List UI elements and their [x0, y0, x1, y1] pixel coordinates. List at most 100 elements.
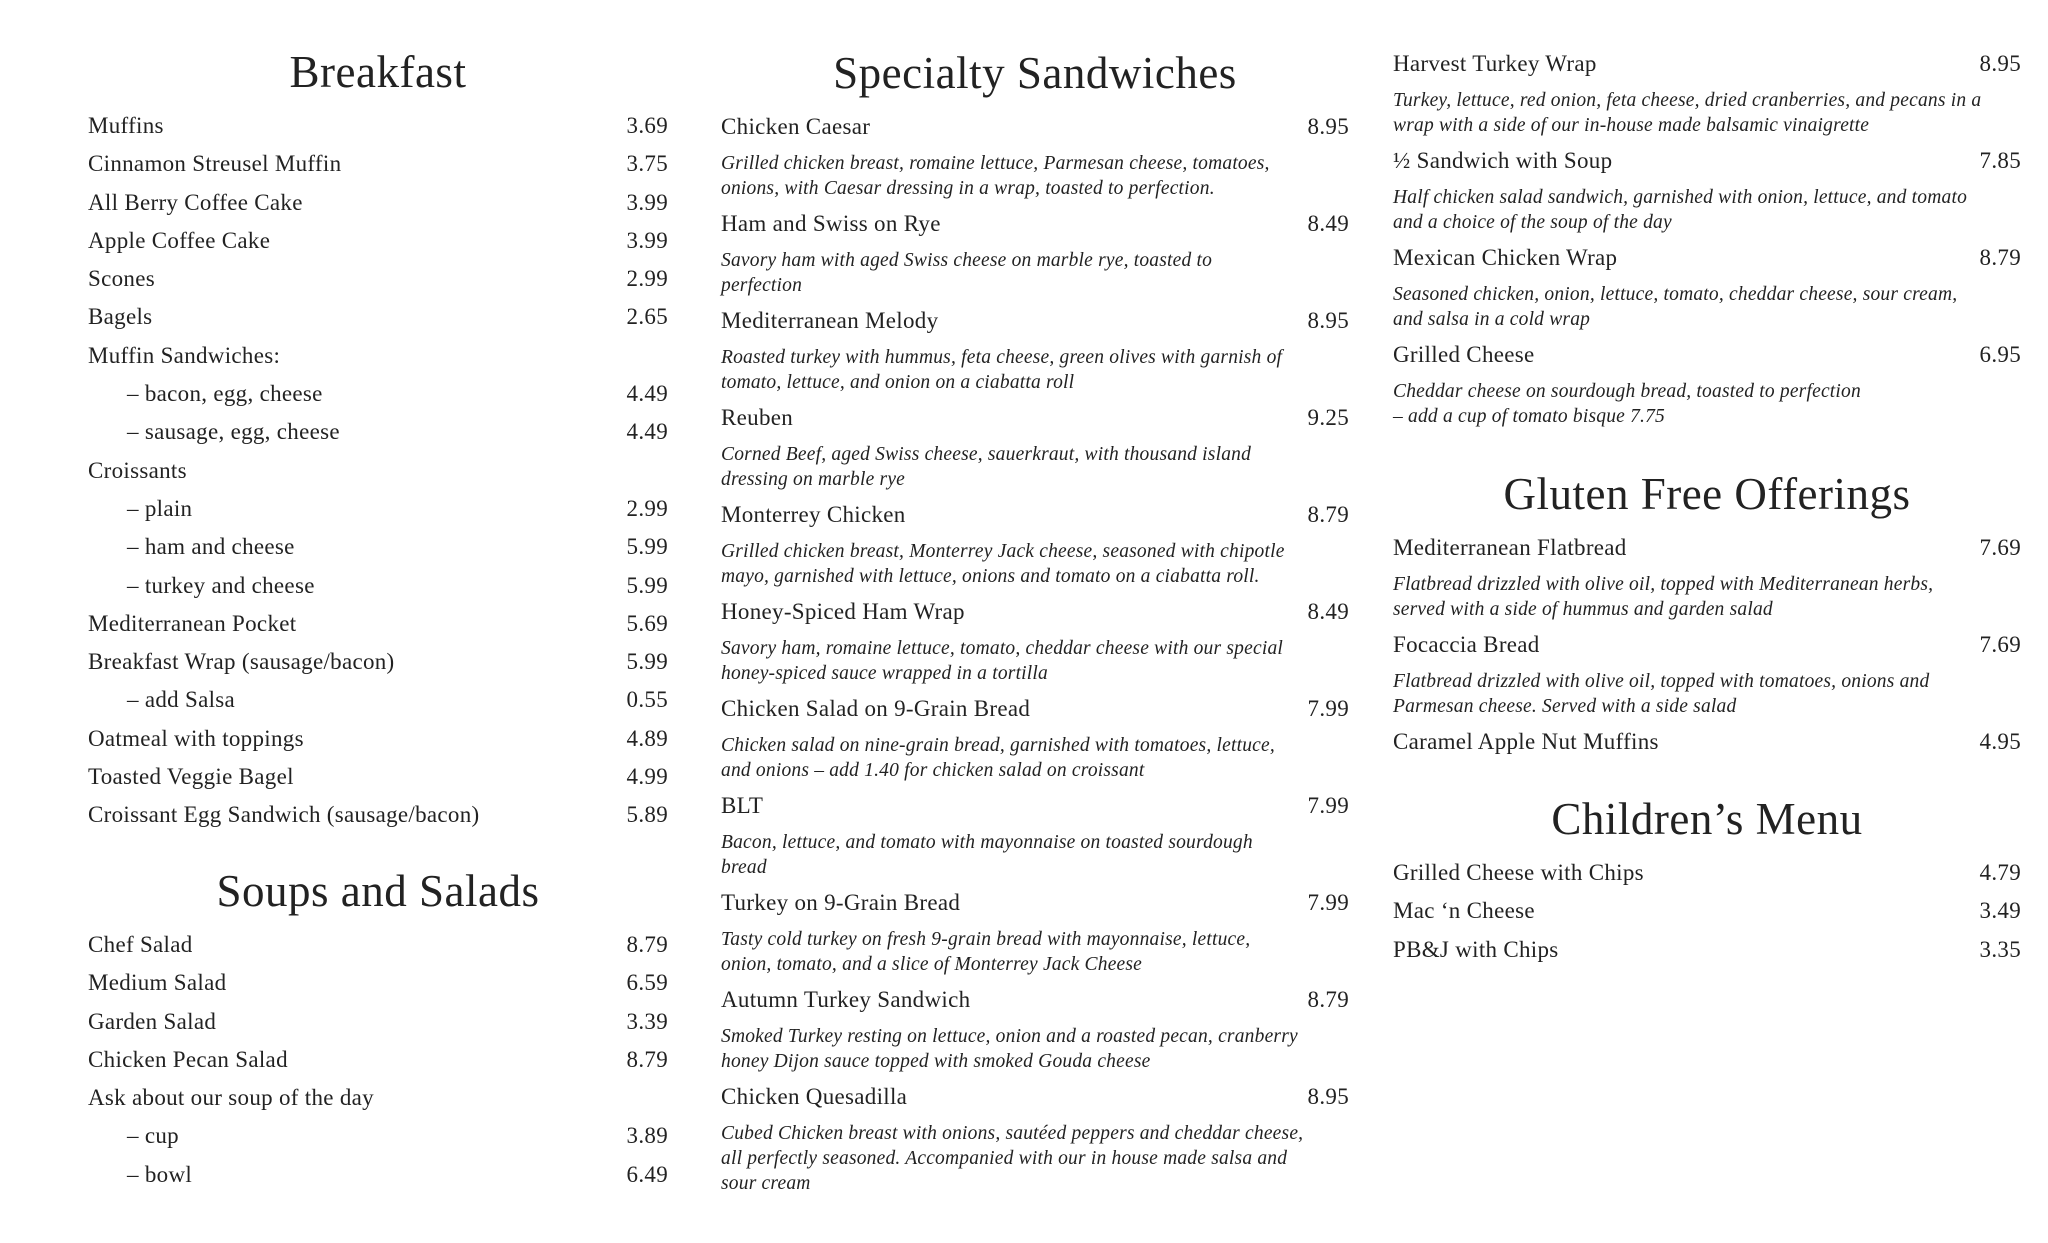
menu-item-row: Croissants [88, 452, 668, 490]
item-price: 5.99 [626, 534, 668, 560]
item-name: Grilled Cheese with Chips [1393, 860, 1644, 885]
menu-item: Toasted Veggie Bagel 4.99 [88, 758, 668, 796]
menu-item: Muffin Sandwiches: [88, 337, 668, 375]
menu-item-row: Ham and Swiss on Rye 8.49 [721, 205, 1349, 243]
item-description: Savory ham with aged Swiss cheese on mar… [721, 248, 1349, 298]
item-price: 8.79 [1979, 245, 2021, 270]
description-line: mayo, garnished with lettuce, onions and… [721, 566, 1260, 587]
item-price: 8.79 [1307, 502, 1349, 527]
menu-item: Cinnamon Streusel Muffin 3.75 [88, 145, 668, 183]
menu-item-row: Bagels 2.65 [88, 298, 668, 336]
menu-item-row: Focaccia Bread 7.69 [1393, 626, 2021, 664]
menu-item: – bowl 6.49 [88, 1156, 668, 1194]
menu-item-row: Mac ‘n Cheese 3.49 [1393, 892, 2021, 930]
menu-item: Harvest Turkey Wrap 8.95 Turkey, lettuce, … [1393, 45, 2021, 138]
menu-item: ½ Sandwich with Soup 7.85 Half chicken sal… [1393, 142, 2021, 235]
item-price: 8.95 [1307, 308, 1349, 333]
menu-item-row: Mediterranean Melody 8.95 [721, 302, 1349, 340]
description-line: Half chicken salad sandwich, garnished w… [1393, 187, 1968, 208]
menu-item: All Berry Coffee Cake 3.99 [88, 184, 668, 222]
item-price: 7.99 [1307, 793, 1349, 818]
specialty-sandwiches-continued: Harvest Turkey Wrap 8.95 Turkey, lettuce, … [1393, 45, 2021, 433]
menu-item-row: – bacon, egg, cheese 4.49 [88, 375, 668, 413]
menu-item: Mediterranean Flatbread 7.69 Flatbread dri… [1393, 529, 2021, 622]
item-price: 5.89 [626, 802, 668, 828]
menu-item: – ham and cheese 5.99 [88, 528, 668, 566]
menu-item-row: – sausage, egg, cheese 4.49 [88, 413, 668, 451]
item-price: 3.35 [1979, 936, 2021, 962]
item-price: 0.55 [626, 687, 668, 713]
menu-item-row: Muffins 3.69 [88, 107, 668, 145]
menu-item-row: Grilled Cheese with Chips 4.79 [1393, 854, 2021, 892]
menu-item: Mediterranean Pocket 5.69 [88, 605, 668, 643]
item-description: Flatbread drizzled with olive oil, toppe… [1393, 669, 2021, 719]
menu-item-row: Monterrey Chicken 8.79 [721, 496, 1349, 534]
item-name: – plain [127, 495, 193, 521]
description-line: bread [721, 857, 767, 878]
item-price: 2.65 [626, 304, 668, 330]
menu-item: Mediterranean Melody 8.95 Roasted turkey w… [721, 302, 1349, 395]
item-name: Chef Salad [88, 932, 193, 957]
item-price: 7.85 [1979, 148, 2021, 173]
item-name: Croissants [88, 457, 187, 483]
item-name: Croissant Egg Sandwich (sausage/bacon) [88, 802, 480, 828]
item-name: – ham and cheese [127, 534, 295, 560]
menu-item: Ask about our soup of the day [88, 1079, 668, 1117]
gluten-free-section: Gluten Free Offerings Mediterranean Flatb… [1393, 464, 2021, 761]
menu-item: Chicken Salad on 9-Grain Bread 7.99 Chicke… [721, 690, 1349, 783]
item-name: – cup [127, 1123, 179, 1149]
menu-item-row: Muffin Sandwiches: [88, 337, 668, 375]
menu-item: Monterrey Chicken 8.79 Grilled chicken bre… [721, 496, 1349, 589]
menu-item: Chicken Caesar 8.95 Grilled chicken breast… [721, 108, 1349, 201]
menu-item-row: ½ Sandwich with Soup 7.85 [1393, 142, 2021, 180]
menu-item: Croissant Egg Sandwich (sausage/bacon) 5.… [88, 796, 668, 834]
item-description: Seasoned chicken, onion, lettuce, tomato… [1393, 282, 2021, 332]
menu-item-row: Harvest Turkey Wrap 8.95 [1393, 45, 2021, 83]
menu-item: Focaccia Bread 7.69 Flatbread drizzled wit… [1393, 626, 2021, 719]
description-line: Parmesan cheese. Served with a side sala… [1393, 696, 1737, 717]
item-name: Autumn Turkey Sandwich [721, 987, 971, 1012]
menu-item-row: – cup 3.89 [88, 1117, 668, 1155]
menu-item: Garden Salad 3.39 [88, 1003, 668, 1041]
item-description: Cheddar cheese on sourdough bread, toast… [1393, 379, 2021, 429]
item-name: Muffin Sandwiches: [88, 342, 281, 368]
item-name: Breakfast Wrap (sausage/bacon) [88, 649, 395, 675]
item-name: Harvest Turkey Wrap [1393, 51, 1597, 76]
description-line: Grilled chicken breast, Monterrey Jack c… [721, 541, 1285, 562]
menu-item: Apple Coffee Cake 3.99 [88, 222, 668, 260]
item-name: Mexican Chicken Wrap [1393, 245, 1618, 270]
menu-item-row: Toasted Veggie Bagel 4.99 [88, 758, 668, 796]
description-line: Flatbread drizzled with olive oil, toppe… [1393, 574, 1934, 595]
description-line: and a choice of the soup of the day [1393, 212, 1672, 233]
description-line: Cheddar cheese on sourdough bread, toast… [1393, 381, 1861, 402]
menu-item-row: Apple Coffee Cake 3.99 [88, 222, 668, 260]
section-title: Gluten Free Offerings [1503, 469, 1911, 519]
item-price: 2.99 [626, 495, 668, 521]
menu-item: Muffins 3.69 [88, 107, 668, 145]
item-description: Tasty cold turkey on fresh 9-grain bread… [721, 927, 1349, 977]
menu-item: Grilled Cheese 6.95 Cheddar cheese on sour… [1393, 336, 2021, 429]
description-line: sour cream [721, 1173, 811, 1194]
item-price: 7.69 [1979, 535, 2021, 560]
item-name: Oatmeal with toppings [88, 725, 304, 751]
item-name: Mediterranean Flatbread [1393, 535, 1627, 560]
item-name: Mediterranean Pocket [88, 610, 297, 636]
description-line: Cubed Chicken breast with onions, sautée… [721, 1123, 1304, 1144]
breakfast-section: Breakfast Muffins 3.69 Cinnamon Streusel Mu… [88, 42, 668, 835]
description-line: Seasoned chicken, onion, lettuce, tomato… [1393, 284, 1958, 305]
menu-item: – sausage, egg, cheese 4.49 [88, 413, 668, 451]
description-line: tomato, lettuce, and onion on a ciabatta… [721, 372, 1075, 393]
soups-salads-section: Soups and Salads Chef Salad 8.79 Medium Sal… [88, 861, 668, 1194]
item-name: – turkey and cheese [127, 572, 315, 598]
description-line: Tasty cold turkey on fresh 9-grain bread… [721, 929, 1251, 950]
item-description: Bacon, lettuce, and tomato with mayonnai… [721, 830, 1349, 880]
menu-item: Bagels 2.65 [88, 298, 668, 336]
menu-item: Chicken Pecan Salad 8.79 [88, 1041, 668, 1079]
item-price: 2.99 [626, 266, 668, 292]
item-name: PB&J with Chips [1393, 936, 1559, 962]
item-price: 3.75 [626, 151, 668, 177]
item-name: Monterrey Chicken [721, 502, 906, 527]
menu-item-row: Honey-Spiced Ham Wrap 8.49 [721, 593, 1349, 631]
item-name: Chicken Salad on 9-Grain Bread [721, 696, 1031, 721]
menu-item: Ham and Swiss on Rye 8.49 Savory ham with … [721, 205, 1349, 298]
